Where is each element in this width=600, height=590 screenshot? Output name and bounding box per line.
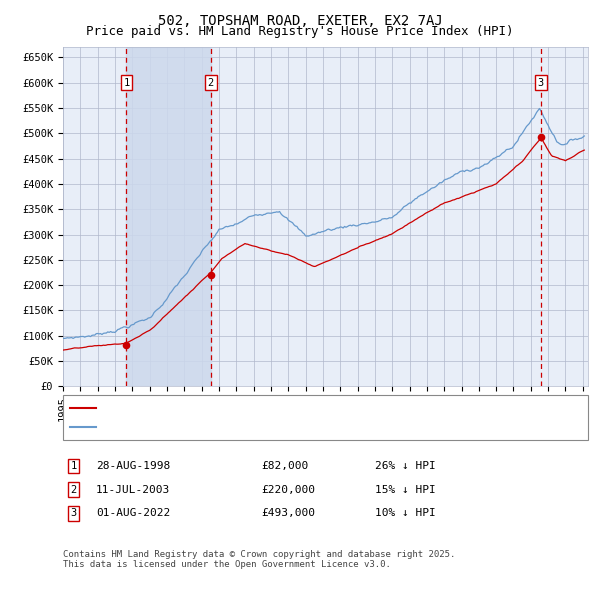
Text: 11-JUL-2003: 11-JUL-2003: [96, 485, 170, 494]
Text: 3: 3: [538, 78, 544, 88]
Text: 1: 1: [123, 78, 130, 88]
Text: 15% ↓ HPI: 15% ↓ HPI: [375, 485, 436, 494]
Text: HPI: Average price, detached house, Exeter: HPI: Average price, detached house, Exet…: [99, 422, 383, 431]
Text: £82,000: £82,000: [261, 461, 308, 471]
Text: 28-AUG-1998: 28-AUG-1998: [96, 461, 170, 471]
Text: Price paid vs. HM Land Registry's House Price Index (HPI): Price paid vs. HM Land Registry's House …: [86, 25, 514, 38]
Text: 502, TOPSHAM ROAD, EXETER, EX2 7AJ (detached house): 502, TOPSHAM ROAD, EXETER, EX2 7AJ (deta…: [99, 403, 443, 412]
Text: 26% ↓ HPI: 26% ↓ HPI: [375, 461, 436, 471]
Text: 2: 2: [208, 78, 214, 88]
Text: 10% ↓ HPI: 10% ↓ HPI: [375, 509, 436, 518]
Text: 502, TOPSHAM ROAD, EXETER, EX2 7AJ: 502, TOPSHAM ROAD, EXETER, EX2 7AJ: [158, 14, 442, 28]
Text: £220,000: £220,000: [261, 485, 315, 494]
Text: 1: 1: [71, 461, 77, 471]
Text: Contains HM Land Registry data © Crown copyright and database right 2025.
This d: Contains HM Land Registry data © Crown c…: [63, 550, 455, 569]
Text: 01-AUG-2022: 01-AUG-2022: [96, 509, 170, 518]
Text: £493,000: £493,000: [261, 509, 315, 518]
Bar: [127, 47, 211, 386]
Text: 3: 3: [71, 509, 77, 518]
Text: 2: 2: [71, 485, 77, 494]
